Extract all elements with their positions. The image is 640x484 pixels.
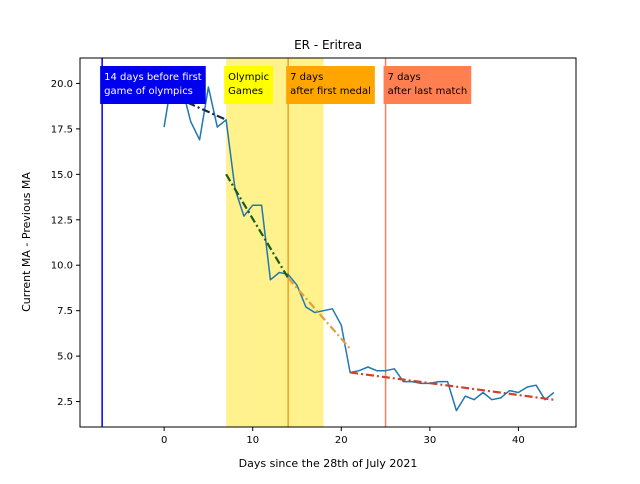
annotation-text-1-0: Olympic [228,72,269,83]
x-tick-label-0: 0 [161,435,167,446]
trend-line-3 [349,371,555,401]
y-tick-label-0: 2.5 [57,397,73,408]
data-series [163,71,555,412]
plot-frame [79,57,577,428]
x-tick-label-2: 20 [335,435,348,446]
y-axis-label: Current MA - Previous MA [20,172,33,312]
x-tick-label-4: 40 [512,435,525,446]
annotation-box-3 [383,66,472,104]
annotation-1: Olympic Games [224,66,274,104]
series-line-0 [163,71,555,412]
x-axis-label: Days since the 28th of July 2021 [239,457,418,470]
annotation-box-0 [100,66,206,104]
y-tick-label-1: 5.0 [57,352,73,363]
vertical-lines [101,58,387,427]
annotation-3: 7 days after last match [383,66,472,104]
y-tick-label-3: 10.0 [51,261,73,272]
x-tick-label-3: 30 [423,435,436,446]
annotations: 14 days before first game of olympics Oly… [100,66,472,104]
x-axis-ticks: 0 10 20 30 40 [161,427,525,446]
y-tick-label-7: 20.0 [51,79,73,90]
annotation-2: 7 days after first medal [286,66,375,104]
annotation-0: 14 days before first game of olympics [100,66,206,104]
y-tick-label-4: 12.5 [51,215,73,226]
annotation-text-1-1: Games [228,86,263,97]
annotation-text-2-0: 7 days [290,72,323,83]
annotation-text-0-0: 14 days before first [104,72,202,83]
trend-line-0 [172,95,227,121]
y-tick-label-6: 17.5 [51,124,73,135]
y-tick-label-5: 15.0 [51,170,73,181]
annotation-box-1 [224,66,274,104]
annotation-text-3-1: after last match [388,86,468,97]
shaded-region-0 [226,58,324,427]
annotation-text-3-0: 7 days [388,72,421,83]
annotation-box-2 [286,66,375,104]
trend-line-1 [225,173,290,279]
y-axis-ticks: 2.5 5.0 7.5 10.0 12.5 15.0 17.5 20.0 [51,79,80,408]
y-tick-label-2: 7.5 [57,306,73,317]
chart-title: ER - Eritrea [294,38,362,52]
trend-lines [172,95,555,401]
annotation-text-0-1: game of olympics [104,86,193,97]
x-tick-label-1: 10 [246,435,259,446]
shaded-regions [226,58,324,427]
annotation-text-2-1: after first medal [290,86,371,97]
